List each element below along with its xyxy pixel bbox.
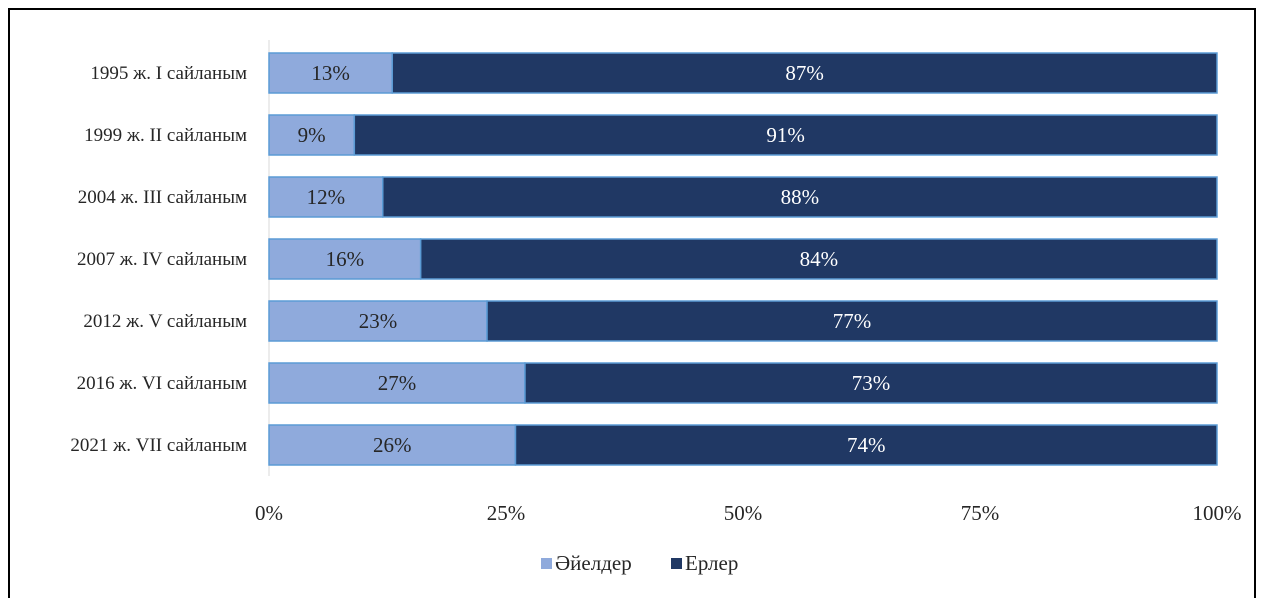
legend: Әйелдер Ерлер [541, 551, 738, 575]
x-tick-label: 0% [255, 501, 283, 525]
data-label: 74% [847, 433, 886, 457]
bar-segment-men [353, 114, 1218, 156]
data-label: 13% [311, 61, 350, 85]
data-label: 84% [800, 247, 839, 271]
bars-layer: 13% 87% 9% 91% 12% 88% 16% 84% 23% 77% 27% 73% 26% 74… [268, 52, 1218, 466]
category-label: 2004 ж. III сайланым [78, 187, 247, 208]
bar-segment-women [268, 300, 488, 342]
data-label: 88% [781, 185, 820, 209]
data-label: 87% [785, 61, 824, 85]
category-label: 2021 ж. VII сайланым [70, 435, 247, 456]
bar-segment-women [268, 114, 356, 156]
category-label: 2007 ж. IV сайланым [77, 249, 247, 270]
legend-swatch-men [671, 558, 682, 569]
data-label: 12% [307, 185, 346, 209]
data-label: 26% [373, 433, 412, 457]
data-label: 23% [359, 309, 398, 333]
category-labels: 1995 ж. I сайланым 1999 ж. II сайланым 200… [70, 63, 247, 456]
category-label: 2016 ж. VI сайланым [77, 373, 247, 394]
bar-segment-men [382, 176, 1218, 218]
bar-segment-men [419, 238, 1218, 280]
bar-segment-women [268, 238, 422, 280]
x-tick-label: 100% [1193, 501, 1242, 525]
bar-segment-men [391, 52, 1218, 94]
legend-label: Ерлер [685, 551, 738, 575]
data-label: 27% [378, 371, 417, 395]
bar-segment-men [514, 424, 1218, 466]
data-label: 73% [852, 371, 891, 395]
x-axis-ticks: 0% 25% 50% 75% 100% [255, 501, 1242, 525]
chart-frame [8, 8, 1256, 598]
bar-segment-men [486, 300, 1218, 342]
data-label: 9% [298, 123, 326, 147]
x-tick-label: 25% [487, 501, 526, 525]
data-label: 16% [326, 247, 365, 271]
data-label: 77% [833, 309, 872, 333]
x-tick-label: 75% [961, 501, 1000, 525]
data-label: 91% [766, 123, 805, 147]
bar-segment-men [524, 362, 1218, 404]
legend-label: Әйелдер [555, 551, 632, 575]
category-label: 2012 ж. V сайланым [83, 311, 247, 332]
legend-swatch-women [541, 558, 552, 569]
category-label: 1999 ж. II сайланым [84, 125, 247, 146]
bar-segment-women [268, 362, 526, 404]
x-tick-label: 50% [724, 501, 763, 525]
category-label: 1995 ж. I сайланым [90, 63, 247, 84]
